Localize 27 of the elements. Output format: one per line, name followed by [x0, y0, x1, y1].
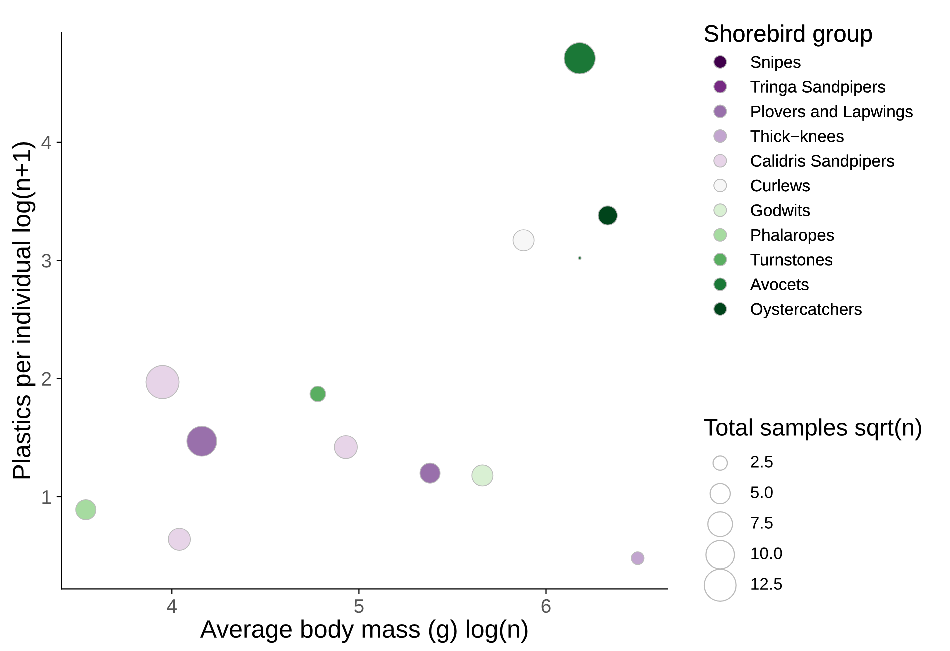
- legend-label: Turnstones: [750, 254, 833, 266]
- text: Total samples sqrt(n): [704, 418, 922, 441]
- legend-title: Shorebird group: [704, 24, 872, 47]
- y-axis-title: Plastics per individual log(n+1): [12, 142, 36, 479]
- legend-label: Curlews: [751, 179, 810, 192]
- legend-label: Snipes: [751, 56, 801, 72]
- legend-label: Plovers and Lapwings: [752, 105, 913, 121]
- y-tick-label: 4: [42, 136, 52, 150]
- legend-label: Calidris Sandpipers: [751, 154, 894, 170]
- legend-label: 2.5: [751, 456, 773, 468]
- legend-label: 10.0: [752, 548, 782, 560]
- legend-label: 12.5: [752, 578, 782, 590]
- legend-label: Avocets: [750, 278, 809, 291]
- legend-label: Oystercatchers: [751, 302, 862, 319]
- legend-label: Phalaropes: [752, 228, 834, 244]
- y-tick-label: 2: [42, 372, 52, 386]
- x-tick-label: 6: [542, 599, 551, 614]
- legend-label: Thick−knees: [750, 130, 844, 142]
- y-tick-label: 1: [42, 490, 52, 504]
- legend-label: 7.5: [751, 517, 773, 529]
- x-tick-label: 5: [354, 600, 364, 614]
- legend-label: Godwits: [751, 204, 810, 216]
- legend-label: Tringa Sandpipers: [750, 80, 886, 96]
- y-tick-label: 3: [42, 254, 52, 268]
- x-axis-title: Average body mass (g) log(n): [200, 620, 528, 644]
- legend-label: 5.0: [751, 486, 773, 498]
- x-tick-label: 4: [167, 600, 177, 613]
